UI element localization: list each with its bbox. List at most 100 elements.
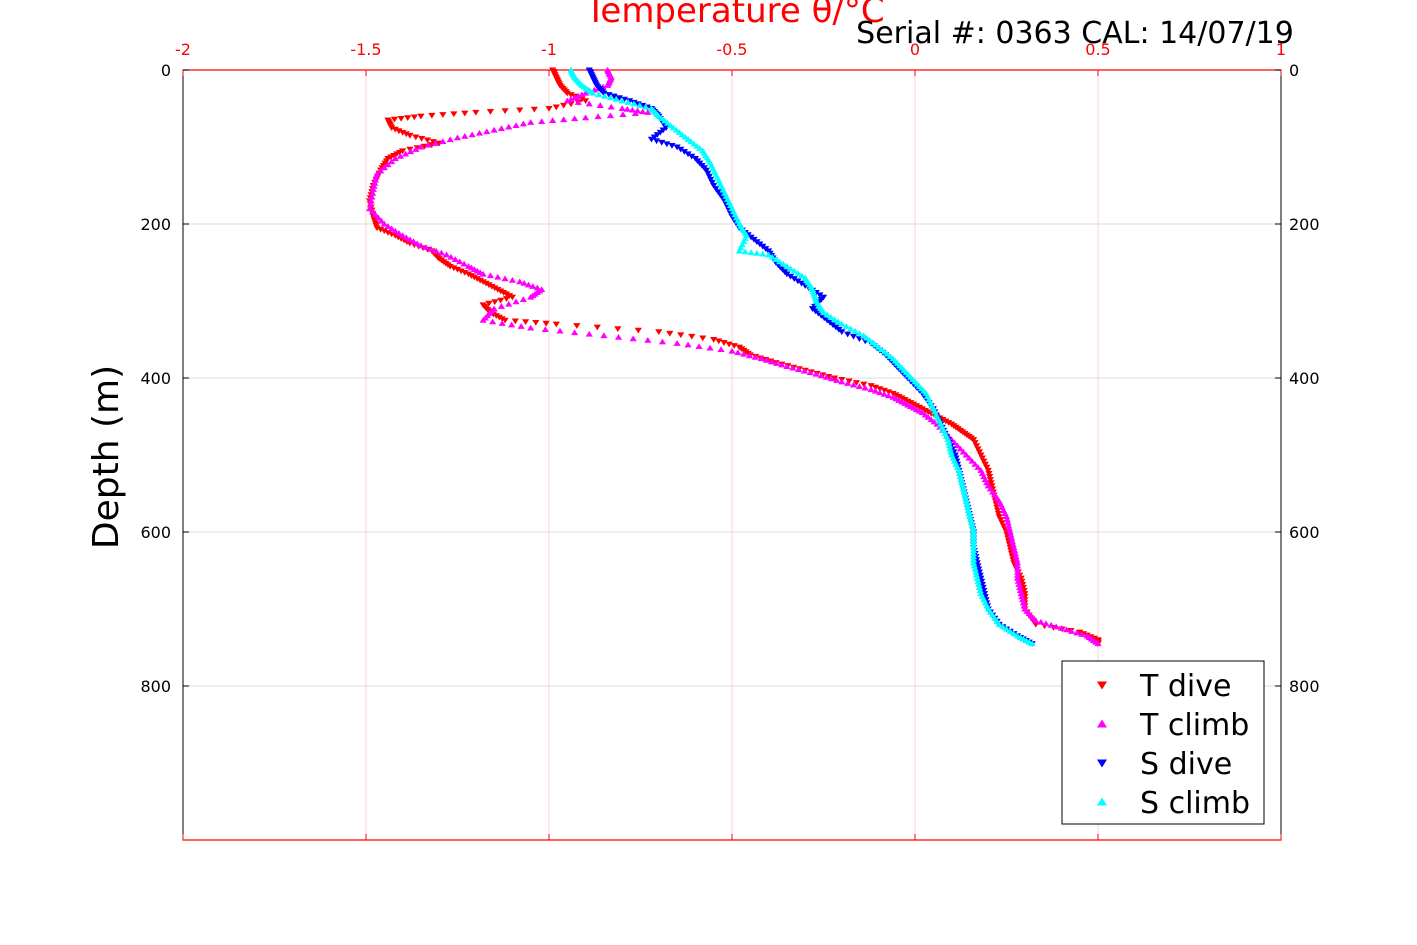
data-point	[606, 112, 615, 119]
data-point	[942, 418, 950, 425]
data-point	[552, 321, 560, 328]
data-point	[880, 390, 888, 397]
data-point	[966, 513, 974, 520]
data-point	[517, 323, 525, 329]
data-point	[453, 266, 462, 273]
data-point	[1007, 531, 1015, 538]
data-point	[424, 141, 432, 148]
data-point	[970, 562, 978, 569]
data-point	[368, 189, 377, 196]
data-point	[488, 283, 496, 290]
data-point	[450, 111, 458, 118]
data-point	[741, 248, 749, 255]
data-point	[983, 464, 991, 471]
data-point	[944, 436, 952, 443]
data-point	[845, 378, 853, 385]
data-point	[1002, 513, 1011, 520]
data-point	[1004, 519, 1012, 526]
data-point	[372, 173, 380, 180]
series-layer	[366, 66, 1102, 647]
data-point	[582, 98, 590, 105]
data-point	[846, 325, 855, 332]
data-point	[511, 318, 519, 325]
data-point	[429, 139, 437, 145]
data-point	[655, 329, 663, 336]
data-point	[542, 320, 550, 327]
data-point	[530, 106, 538, 113]
data-point	[556, 327, 564, 334]
data-point	[437, 249, 445, 256]
data-point	[578, 91, 586, 98]
data-point	[485, 300, 493, 307]
data-point	[867, 386, 875, 393]
data-point	[623, 106, 631, 112]
data-point	[969, 437, 978, 443]
data-point	[567, 96, 575, 102]
data-point	[460, 260, 468, 267]
data-point	[601, 92, 609, 99]
data-point	[634, 327, 642, 334]
data-point	[563, 97, 571, 104]
data-point	[479, 279, 487, 285]
data-point	[1009, 541, 1017, 547]
data-point	[969, 559, 978, 566]
data-point	[391, 155, 399, 162]
data-point	[956, 445, 964, 452]
data-point	[838, 320, 846, 327]
data-point	[446, 263, 454, 270]
data-point	[947, 448, 955, 455]
data-point	[618, 105, 626, 112]
data-point	[574, 99, 582, 105]
data-point	[684, 151, 692, 158]
data-point	[717, 346, 725, 353]
data-point	[402, 131, 410, 138]
data-point	[380, 164, 388, 171]
data-point	[1037, 618, 1045, 625]
data-point	[1010, 544, 1018, 550]
data-point	[968, 457, 976, 464]
data-point	[461, 132, 469, 139]
y-tick-label-left: 200	[140, 215, 171, 234]
data-point	[410, 114, 418, 121]
data-point	[1018, 593, 1026, 600]
data-point	[593, 324, 601, 331]
legend-marker	[1097, 797, 1107, 806]
y-axis-label: Depth (m)	[86, 365, 127, 549]
data-point	[965, 454, 973, 461]
legend-marker	[1097, 759, 1107, 768]
data-point	[614, 333, 623, 340]
data-point	[404, 115, 412, 121]
data-point	[453, 134, 462, 141]
data-point	[871, 384, 880, 391]
data-point	[422, 244, 430, 250]
data-point	[388, 225, 396, 232]
data-point	[751, 353, 760, 360]
data-point	[624, 99, 632, 105]
data-point	[1019, 596, 1027, 603]
data-point	[370, 183, 378, 189]
data-point	[790, 267, 798, 274]
y-tick-label-right: 600	[1289, 523, 1320, 542]
data-point	[456, 258, 464, 265]
data-point	[1008, 538, 1016, 544]
data-point	[390, 116, 399, 123]
x-tick-label: 1	[1276, 40, 1286, 59]
data-point	[860, 381, 868, 388]
data-point	[610, 93, 618, 100]
data-point	[505, 300, 513, 307]
data-point	[489, 318, 497, 325]
series-t-dive	[366, 67, 1102, 647]
data-point	[545, 105, 553, 112]
data-point	[541, 326, 549, 333]
data-point	[981, 461, 989, 468]
data-point	[628, 106, 637, 113]
data-point	[498, 320, 506, 326]
data-point	[967, 519, 975, 526]
data-point	[494, 273, 502, 280]
chart-title: Temperature θ/°C	[584, 0, 884, 31]
data-point	[1078, 631, 1086, 637]
data-point	[786, 273, 795, 280]
data-point	[833, 377, 841, 383]
data-point	[1019, 599, 1027, 606]
data-point	[497, 288, 505, 295]
